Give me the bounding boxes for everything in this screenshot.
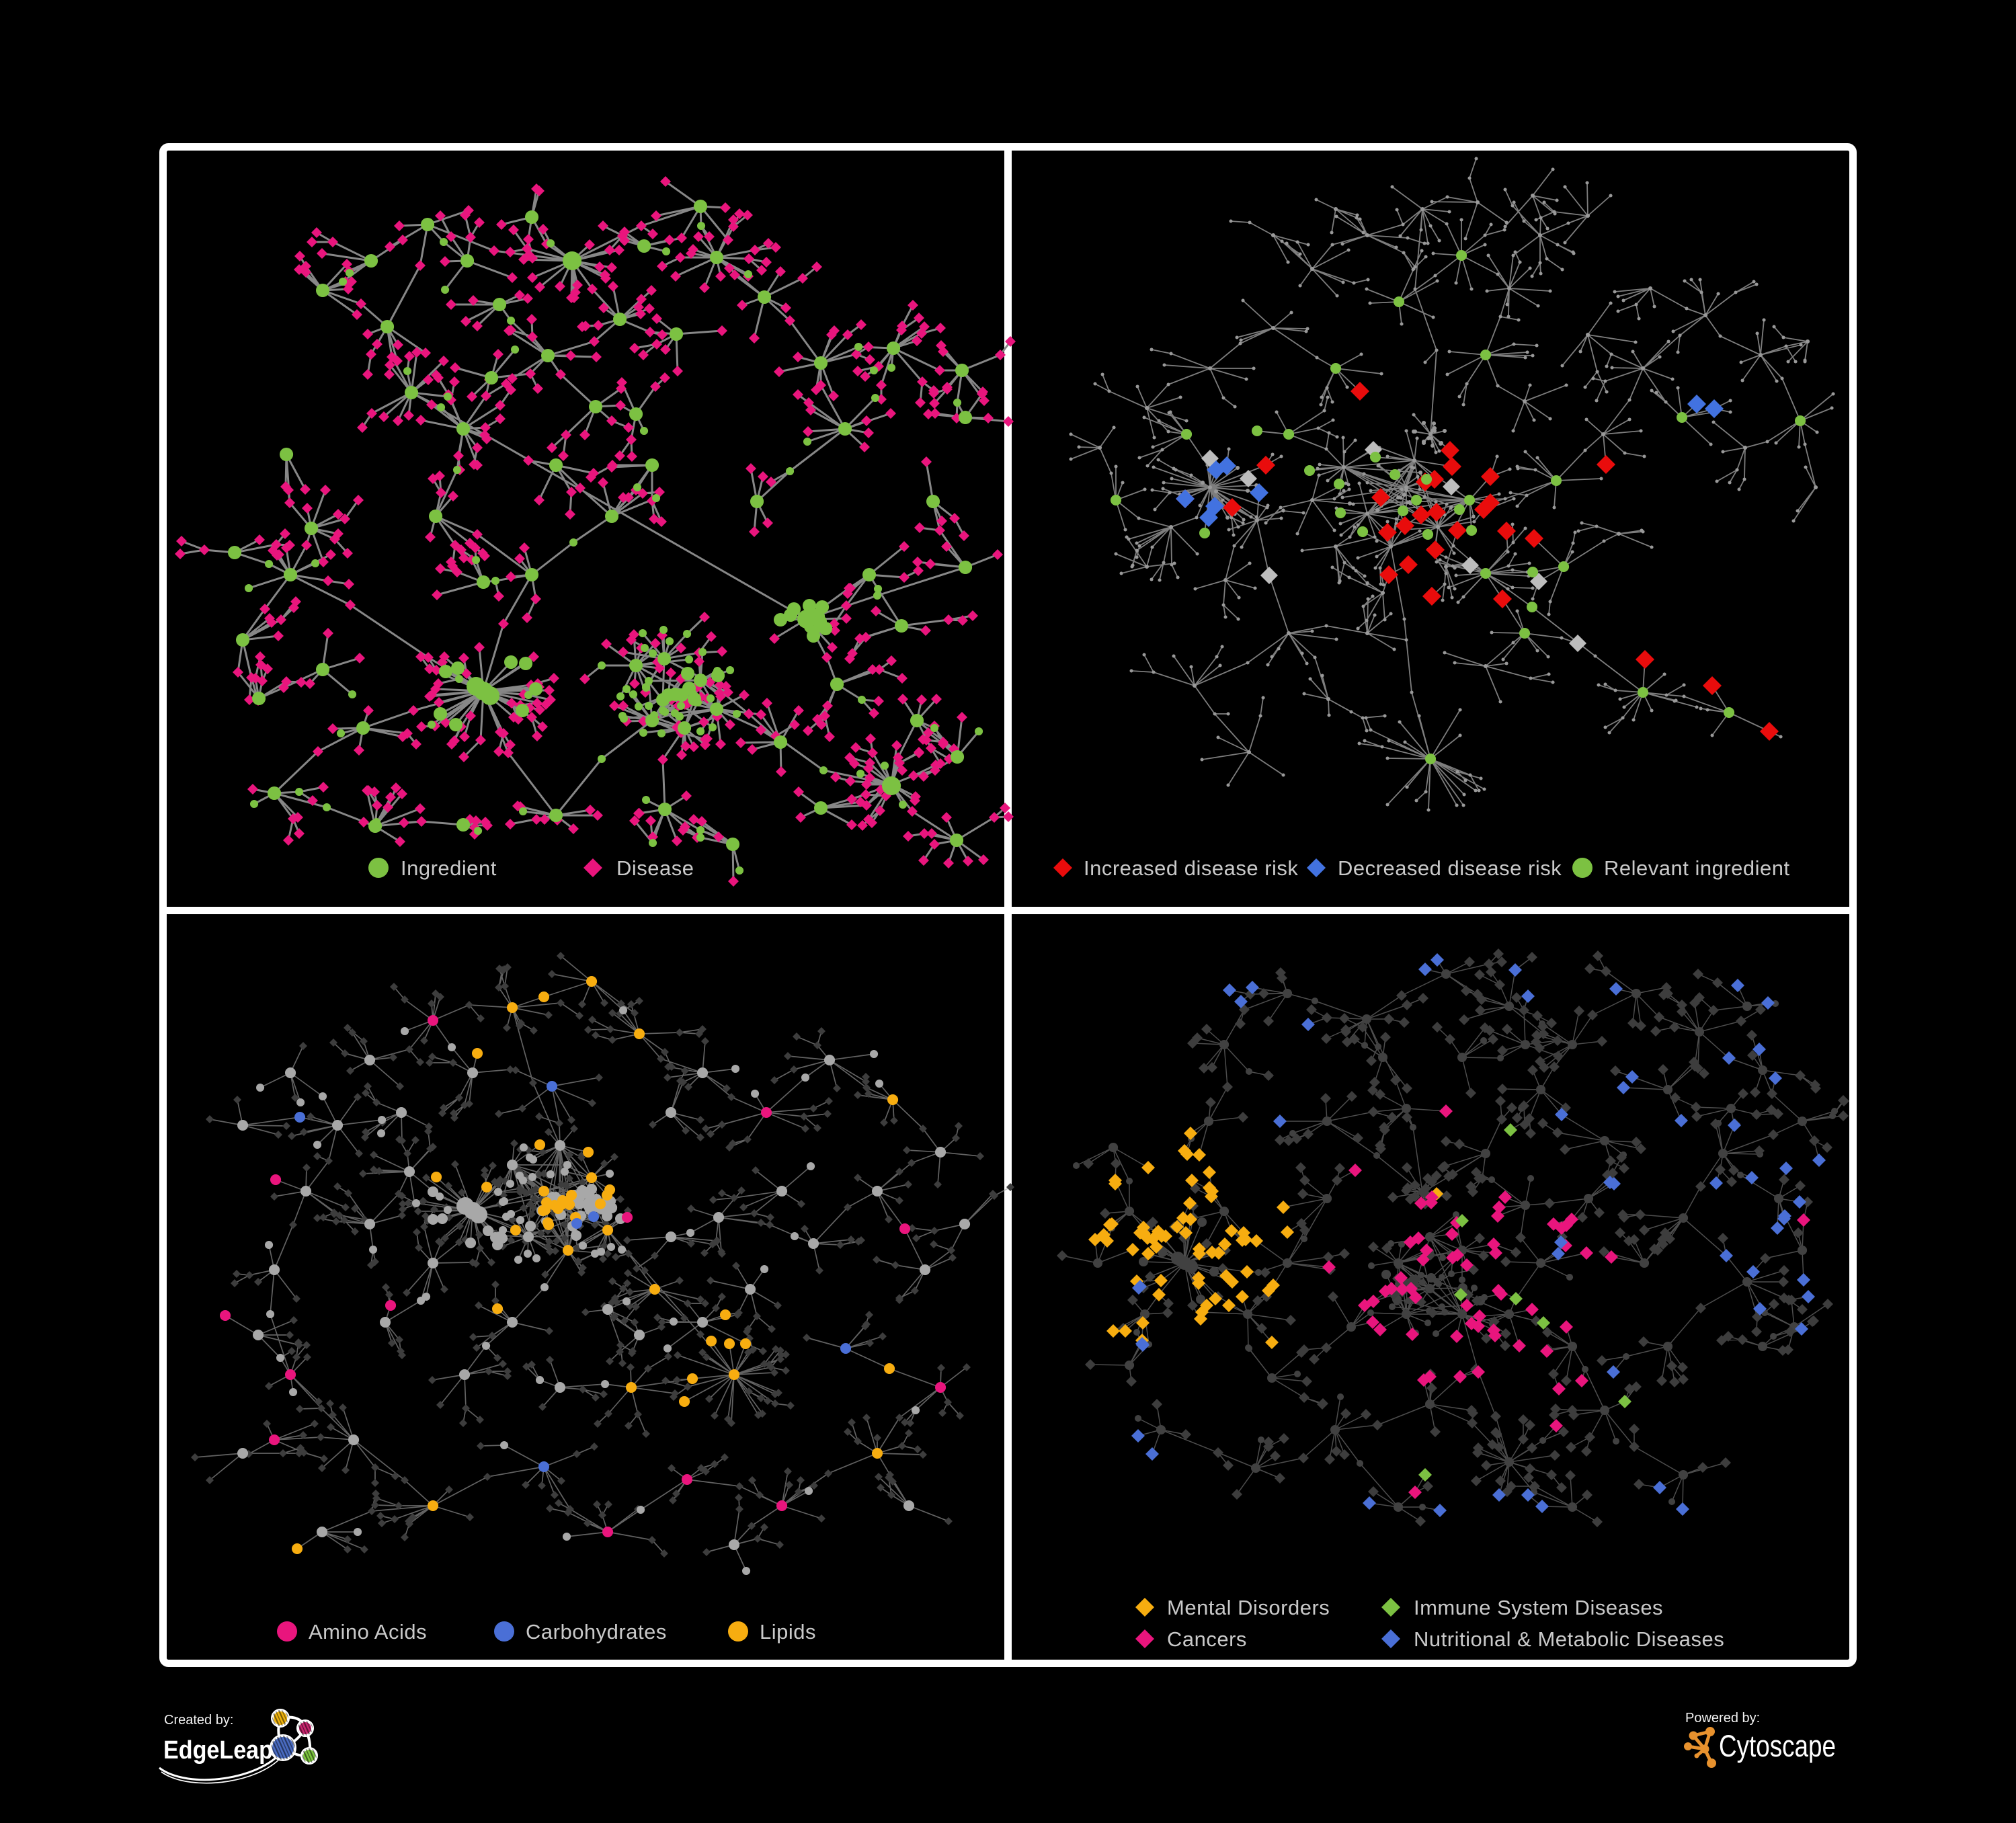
svg-text:Amino Acids: Amino Acids: [309, 1620, 427, 1644]
svg-text:Powered by:: Powered by:: [1685, 1711, 1760, 1726]
svg-text:Nutritional & Metabolic Diseas: Nutritional & Metabolic Diseases: [1414, 1627, 1724, 1651]
svg-text:Cytoscape: Cytoscape: [1719, 1729, 1836, 1763]
svg-text:Lipids: Lipids: [760, 1620, 816, 1644]
svg-text:Decreased disease risk: Decreased disease risk: [1338, 856, 1562, 880]
svg-text:Increased disease risk: Increased disease risk: [1084, 856, 1298, 880]
svg-text:Carbohydrates: Carbohydrates: [526, 1620, 667, 1644]
svg-text:Relevant ingredient: Relevant ingredient: [1604, 856, 1790, 880]
svg-text:EdgeLeap: EdgeLeap: [163, 1736, 273, 1765]
svg-text:Immune System Diseases: Immune System Diseases: [1414, 1596, 1663, 1619]
svg-text:Mental Disorders: Mental Disorders: [1167, 1596, 1330, 1619]
svg-text:Cancers: Cancers: [1167, 1627, 1247, 1651]
svg-text:Disease: Disease: [616, 856, 694, 880]
svg-text:Created by:: Created by:: [164, 1713, 233, 1728]
svg-text:Ingredient: Ingredient: [401, 856, 497, 880]
